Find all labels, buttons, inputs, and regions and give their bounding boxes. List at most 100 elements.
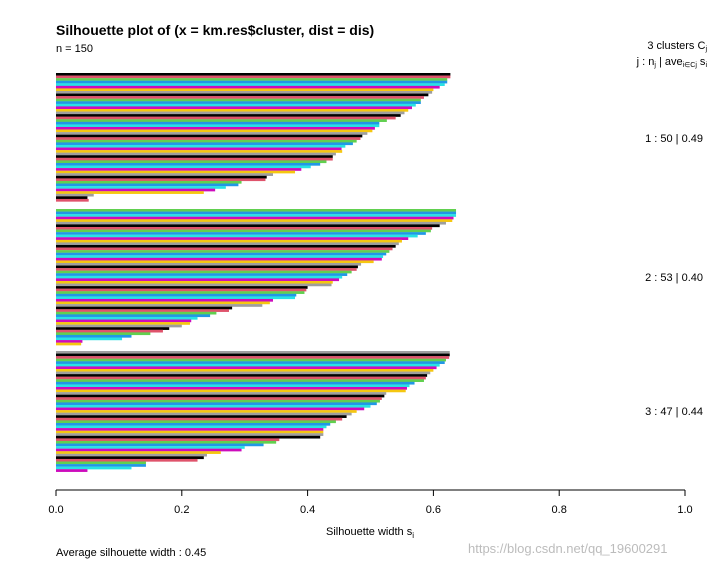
silhouette-bar [56,381,415,385]
cluster-3-label: 3 : 47 | 0.44 [645,406,703,418]
silhouette-bar [56,368,434,372]
silhouette-bar [56,83,445,86]
silhouette-bar [56,304,263,307]
silhouette-bar [56,430,324,434]
silhouette-bar [56,417,343,421]
silhouette-bar [56,311,217,315]
silhouette-bar [56,402,377,406]
silhouette-bar [56,322,190,325]
silhouette-bar [56,173,273,176]
silhouette-bar [56,221,446,225]
silhouette-bar [56,394,385,398]
silhouette-bar [56,139,357,143]
silhouette-bar [56,80,448,84]
silhouette-bar [56,108,409,112]
silhouette-bar [56,191,204,194]
header-ave-sub: i∈Cj [682,62,697,69]
silhouette-bar [56,376,426,380]
silhouette-bar [56,265,358,269]
silhouette-bar [56,134,363,138]
n-label: n = 150 [56,43,94,55]
silhouette-bar [56,342,82,346]
silhouette-bar [56,464,146,467]
silhouette-bar [56,356,450,359]
silhouette-bar [56,366,437,370]
silhouette-bar [56,446,245,449]
silhouette-bar [56,453,207,457]
silhouette-bar [56,132,368,135]
silhouette-bar [56,186,226,189]
silhouette-bar [56,286,308,289]
silhouette-bar [56,363,440,367]
silhouette-bar [56,332,151,336]
silhouette-bar [56,275,343,279]
silhouette-bar [56,306,233,310]
silhouette-bar [56,155,333,158]
silhouette-bar [56,440,277,444]
header-s-sub: i [705,62,707,69]
x-tick-label: 0.2 [174,504,189,516]
silhouette-bar [56,288,307,292]
x-tick-label: 0.8 [552,504,567,516]
silhouette-bar [56,198,89,202]
silhouette-bar [56,126,375,130]
silhouette-bar [56,216,454,220]
silhouette-bar [56,340,83,343]
silhouette-bar [56,358,446,362]
silhouette-bar [56,162,321,166]
x-tick-label: 0.6 [426,504,441,516]
silhouette-bar [56,180,242,184]
silhouette-bar [56,399,380,403]
silhouette-bar [56,386,407,390]
silhouette-bar [56,291,305,294]
silhouette-bar [56,329,163,333]
silhouette-bar [56,448,242,452]
silhouette-bar [56,90,433,94]
x-axis-label: Silhouette width si [326,526,414,540]
silhouette-bar [56,270,352,274]
silhouette-bar [56,404,371,408]
cluster-columns-header: j : nj | avei∈Cj si [637,56,707,69]
silhouette-bar [56,196,88,200]
silhouette-bar [56,278,340,282]
x-tick-label: 1.0 [677,504,692,516]
silhouette-bar [56,257,382,261]
silhouette-bar [56,142,353,146]
silhouette-bar [56,334,132,338]
silhouette-bar [56,78,448,81]
silhouette-bar [56,252,387,256]
silhouette-bar [56,422,331,426]
silhouette-bar [56,293,297,297]
average-silhouette-width: Average silhouette width : 0.45 [56,547,207,559]
silhouette-bar [56,392,387,395]
x-tick-label: 0.4 [300,504,315,516]
silhouette-bar [56,337,123,341]
silhouette-bar [56,114,401,117]
header-ave: | ave [655,56,683,68]
silhouette-bar [56,361,445,364]
silhouette-bar [56,73,451,76]
silhouette-bar [56,111,405,115]
silhouette-bar [56,415,347,418]
silhouette-bar [56,178,266,182]
silhouette-bar [56,137,361,140]
silhouette-bar [56,147,342,151]
silhouette-bar [56,428,324,431]
silhouette-bar [56,353,450,357]
silhouette-bar [56,435,321,439]
header-s: s [696,56,706,68]
silhouette-bar [56,209,457,212]
silhouette-bar [56,262,362,266]
cluster-2-label: 2 : 53 | 0.40 [645,272,703,284]
x-tick-label: 0.0 [48,504,63,516]
silhouette-bar [56,458,198,462]
silhouette-bar [56,351,450,354]
silhouette-bar [56,389,406,393]
silhouette-bar [56,121,380,125]
silhouette-bar [56,384,410,388]
clusters-header-sub: j [705,46,707,53]
silhouette-bar [56,456,204,460]
silhouette-bar [56,168,302,171]
silhouette-bar [56,234,418,238]
silhouette-bar [56,301,270,305]
